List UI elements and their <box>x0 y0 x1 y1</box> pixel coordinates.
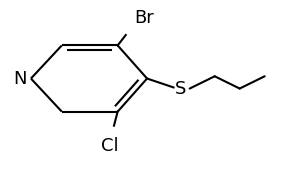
Text: Br: Br <box>134 8 154 26</box>
Text: S: S <box>175 80 187 98</box>
Text: N: N <box>13 69 26 88</box>
Text: Cl: Cl <box>101 137 119 155</box>
